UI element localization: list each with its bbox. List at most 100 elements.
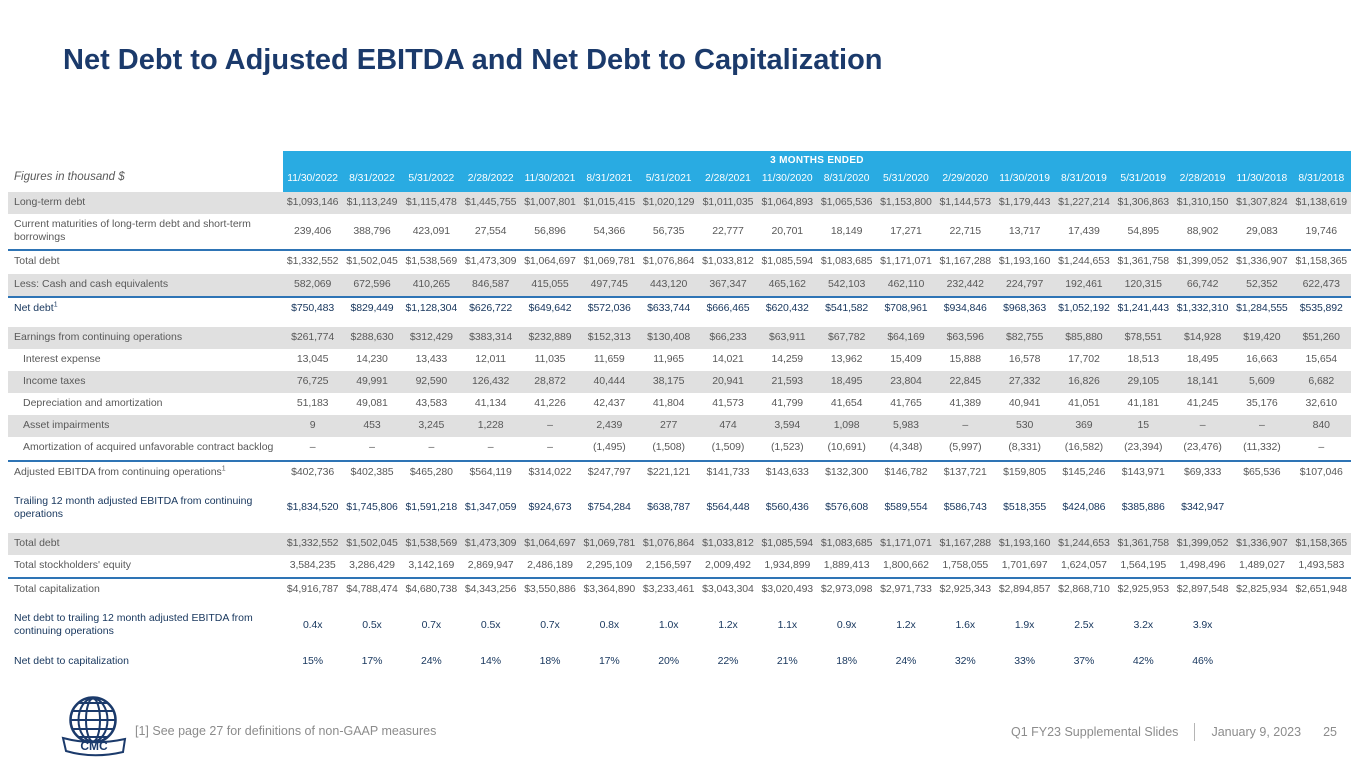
cell-value: $64,169: [876, 326, 936, 349]
cell-value: $4,680,738: [405, 583, 458, 596]
cell-value: 15%: [302, 654, 324, 667]
cell-value: 41,654: [830, 397, 863, 410]
row-label: Current maturities of long-term debt and…: [8, 214, 283, 252]
cell-value: 1,498,496: [1172, 555, 1233, 580]
cell-value: 15,409: [890, 352, 922, 365]
cell-value: $1,064,697: [520, 532, 580, 555]
cell-value: 465,162: [757, 273, 817, 298]
cell-value: [1292, 608, 1351, 643]
cell-value: $1,093,146: [283, 192, 343, 215]
cell-value: 41,765: [890, 397, 922, 410]
cell-value: $1,138,619: [1291, 192, 1351, 215]
cell-value: $385,886: [1121, 501, 1165, 514]
cell-value: $2,925,343: [939, 583, 992, 596]
cell-value: –: [401, 437, 461, 462]
cell-value: $221,121: [647, 465, 691, 478]
cell-value: 66,742: [1172, 273, 1233, 298]
cell-value: $589,554: [884, 501, 928, 514]
cell-value: 1,489,027: [1232, 555, 1292, 580]
cell-value: $3,550,886: [524, 583, 576, 596]
cell-value: 32,610: [1305, 397, 1338, 410]
cell-value: 40,444: [579, 371, 639, 394]
cell-value: 14%: [480, 654, 501, 667]
cell-value: $924,673: [528, 501, 572, 514]
cell-value: 3,584,235: [283, 555, 343, 580]
cell-value: $132,300: [825, 465, 869, 478]
cell-value: $1,591,218: [405, 501, 458, 514]
cell-value: 3,286,429: [342, 555, 402, 580]
cell-value: –: [283, 437, 343, 462]
cell-value: 24%: [895, 654, 917, 667]
cell-value: $69,333: [1183, 465, 1222, 478]
cell-value: 29,083: [1232, 214, 1292, 252]
cell-value: 41,804: [652, 397, 685, 410]
cell-value: $1,361,758: [1117, 255, 1170, 268]
table-row: Current maturities of long-term debt and…: [8, 214, 1351, 252]
cell-value: $620,432: [765, 301, 809, 314]
cell-value: $1,193,160: [994, 532, 1055, 555]
row-label: Total debt: [14, 255, 60, 268]
cell-value: 582,069: [283, 273, 343, 298]
cell-value: $130,408: [638, 326, 699, 349]
cell-value: 42,437: [593, 397, 626, 410]
cell-value: 542,103: [816, 273, 877, 298]
cell-value: 2,439: [579, 415, 639, 438]
cell-value: $576,608: [825, 501, 869, 514]
cell-value: 474: [698, 415, 758, 438]
cell-value: 41,226: [534, 397, 566, 410]
cell-value: $1,083,685: [816, 532, 877, 555]
cell-value: $1,144,573: [935, 192, 995, 215]
cell-value: 120,315: [1113, 273, 1173, 298]
cell-value: –: [342, 437, 402, 462]
cell-value: $1,158,365: [1295, 255, 1348, 268]
cell-value: $2,973,098: [820, 583, 873, 596]
cell-value: 49,991: [342, 371, 402, 394]
table-row: Income taxes 76,725 49,991 92,590 126,432 28,…: [8, 371, 1351, 394]
cell-value: $1,336,907: [1232, 532, 1292, 555]
cell-value: $1,307,824: [1232, 192, 1292, 215]
page-title: Net Debt to Adjusted EBITDA and Net Debt…: [63, 44, 883, 76]
spacer-row: [8, 601, 1351, 609]
cell-value: $3,020,493: [761, 583, 814, 596]
cell-value: 192,461: [1054, 273, 1114, 298]
cell-value: 16,578: [1008, 352, 1041, 365]
cell-value: $1,069,781: [583, 255, 636, 268]
cell-value: (10,691): [816, 437, 877, 462]
cell-value: 18,141: [1172, 371, 1233, 394]
column-header-date: 2/28/2022: [460, 168, 521, 192]
cell-value: 27,332: [994, 371, 1055, 394]
cell-value: $1,445,755: [460, 192, 521, 215]
cell-value: $1,171,071: [876, 532, 936, 555]
cell-value: 16,826: [1054, 371, 1114, 394]
cell-value: 0.4x: [302, 618, 323, 631]
cell-value: 17%: [598, 654, 620, 667]
cell-value: 54,895: [1113, 214, 1173, 252]
cell-value: 14,259: [771, 352, 804, 365]
cell-value: 443,120: [638, 273, 699, 298]
row-label: Less: Cash and cash equivalents: [8, 273, 283, 298]
cell-value: $1,033,812: [698, 532, 758, 555]
cell-value: $541,582: [825, 301, 869, 314]
cell-value: 14,021: [712, 352, 744, 365]
cell-value: $1,085,594: [757, 532, 817, 555]
column-header-date: 11/30/2018: [1232, 168, 1292, 192]
cell-value: 9: [283, 415, 343, 438]
cell-value: (5,997): [935, 437, 995, 462]
cell-value: $968,363: [1003, 301, 1047, 314]
cell-value: 17%: [361, 654, 383, 667]
cell-value: $1,158,365: [1291, 532, 1351, 555]
cell-value: $424,086: [1062, 501, 1106, 514]
cell-value: 51,183: [296, 397, 329, 410]
cell-value: 5,983: [876, 415, 936, 438]
cell-value: $145,246: [1062, 465, 1106, 478]
cell-value: 1,758,055: [935, 555, 995, 580]
cell-value: $1,083,685: [820, 255, 873, 268]
figures-note: Figures in thousand $: [14, 171, 125, 183]
cell-value: 1.9x: [1014, 618, 1035, 631]
table-row: Earnings from continuing operations $261,…: [8, 326, 1351, 349]
cell-value: $65,536: [1243, 465, 1281, 478]
cell-value: $1,284,555: [1236, 301, 1288, 314]
table-row: Total stockholders' equity 3,584,235 3,286…: [8, 555, 1351, 580]
cell-value: $1,128,304: [405, 301, 458, 314]
cell-value: $383,314: [460, 326, 521, 349]
